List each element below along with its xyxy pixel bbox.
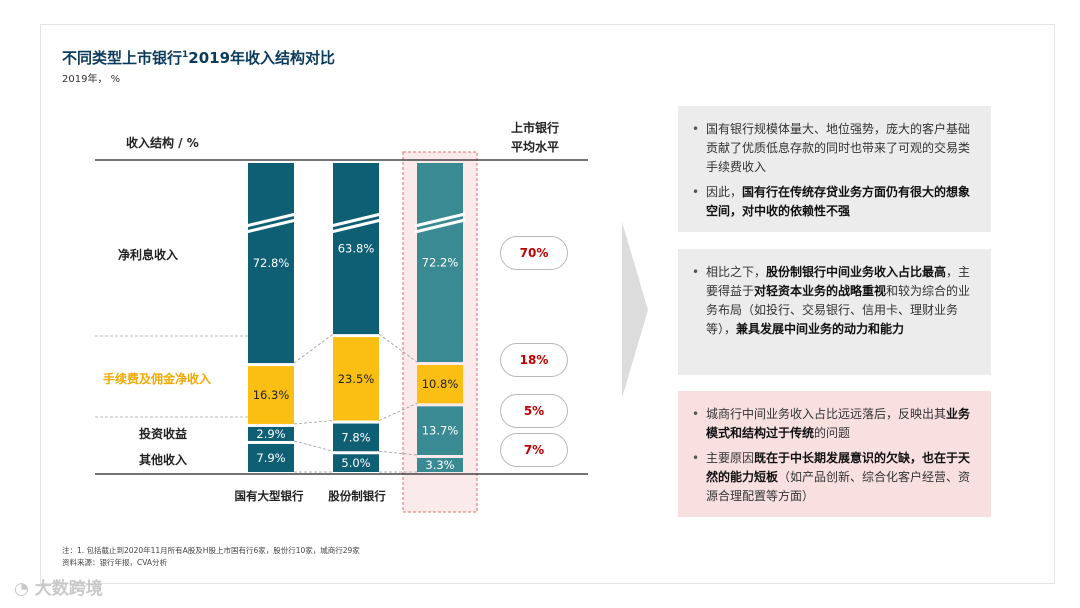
bar-segment xyxy=(248,163,294,364)
stacked-bar-chart: 7.9% 2.9% 16.3% 72.8% 5.0% 7.8% 23.5% 63.8% 3.3%… xyxy=(95,151,588,513)
bar-segment xyxy=(248,366,294,424)
bullet: 城商行中间业务收入占比远远落后，反映出其业务模式和结构过于传统的问题 xyxy=(690,405,979,443)
bar-segment xyxy=(417,163,463,363)
bar-segment xyxy=(248,443,294,472)
connector-line xyxy=(378,450,418,456)
bar-value-label: 2.9% xyxy=(256,427,285,441)
bullet: 相比之下，股份制银行中间业务收入占比最高，主要得益于对轻资本业务的战略重视和较为… xyxy=(690,263,979,339)
bar-segment xyxy=(417,458,463,472)
bar-segment xyxy=(333,163,379,335)
average-pill-fee: 18% xyxy=(500,343,568,377)
footnote: 注：1. 包括截止到2020年11月所有A股及H股上市国有行6家，股份行10家，… xyxy=(62,546,360,567)
bar-value-label: 16.3% xyxy=(253,388,290,402)
bar-value-label: 5.0% xyxy=(341,456,370,470)
bar-value-label: 3.3% xyxy=(425,458,454,472)
axis-break-mark xyxy=(330,218,382,234)
bullet: 主要原因既在于中长期发展意识的欠缺，也在于天然的能力短板（如产品创新、综合化客户… xyxy=(690,449,979,506)
bullet: 因此，国有行在传统存贷业务方面仍有很大的想象空间，对中收的依赖性不强 xyxy=(690,183,979,221)
bar-value-label: 13.7% xyxy=(422,424,459,438)
average-pill-investment: 5% xyxy=(500,394,568,428)
slide-frame xyxy=(40,24,1055,584)
y-axis-label: 收入结构 / % xyxy=(126,136,199,150)
watermark-logo: ◔ 大数跨境 xyxy=(14,579,103,599)
connector-line xyxy=(293,333,334,364)
bar-segment xyxy=(333,423,379,452)
bar-segment xyxy=(248,426,294,441)
bar-segment xyxy=(333,454,379,472)
bar-value-label: 10.8% xyxy=(422,377,459,391)
bar-value-label: 7.8% xyxy=(341,430,370,444)
average-pill-net-interest: 70% xyxy=(500,236,568,270)
bar-value-label: 23.5% xyxy=(338,372,375,386)
axis-break-mark xyxy=(245,212,297,228)
commentary-panel-state: 国有银行规模体量大、地位强势，庞大的客户基础贡献了优质低息存款的同时也带来了可观… xyxy=(678,106,991,232)
axis-break-mark xyxy=(330,212,382,228)
average-header: 上市银行 平均水平 xyxy=(510,121,559,154)
axis-break-mark xyxy=(414,212,466,228)
average-pill-other: 7% xyxy=(500,433,568,467)
bullet: 国有银行规模体量大、地位强势，庞大的客户基础贡献了优质低息存款的同时也带来了可观… xyxy=(690,120,979,177)
series-label-investment: 投资收益 xyxy=(139,427,188,441)
category-label-joint: 股份制银行 xyxy=(328,489,386,503)
bar-segment xyxy=(417,406,463,455)
bar-value-label: 63.8% xyxy=(338,242,375,256)
bar-value-label: 72.2% xyxy=(422,256,459,270)
connector-line xyxy=(378,403,418,421)
page-subtitle: 2019年， % xyxy=(62,74,121,85)
commentary-panel-joint: 相比之下，股份制银行中间业务收入占比最高，主要得益于对轻资本业务的战略重视和较为… xyxy=(678,249,991,375)
series-label-fee: 手续费及佣金净收入 xyxy=(103,372,212,386)
series-label-other: 其他收入 xyxy=(139,453,188,467)
axis-break-mark xyxy=(414,218,466,234)
connector-line xyxy=(378,333,418,363)
bar-value-label: 72.8% xyxy=(253,256,290,270)
commentary-panel-city: 城商行中间业务收入占比远远落后，反映出其业务模式和结构过于传统的问题 主要原因既… xyxy=(678,391,991,517)
page-title: 不同类型上市银行12019年收入结构对比 xyxy=(62,49,336,67)
connector-line xyxy=(293,420,334,425)
category-label-state: 国有大型银行 xyxy=(234,489,304,503)
bar-segment xyxy=(417,365,463,404)
bar-value-label: 7.9% xyxy=(256,451,285,465)
connector-line xyxy=(293,440,334,452)
axis-break-mark xyxy=(245,218,297,234)
bar-segment xyxy=(333,337,379,421)
series-label-net-interest: 净利息收入 xyxy=(118,248,179,262)
